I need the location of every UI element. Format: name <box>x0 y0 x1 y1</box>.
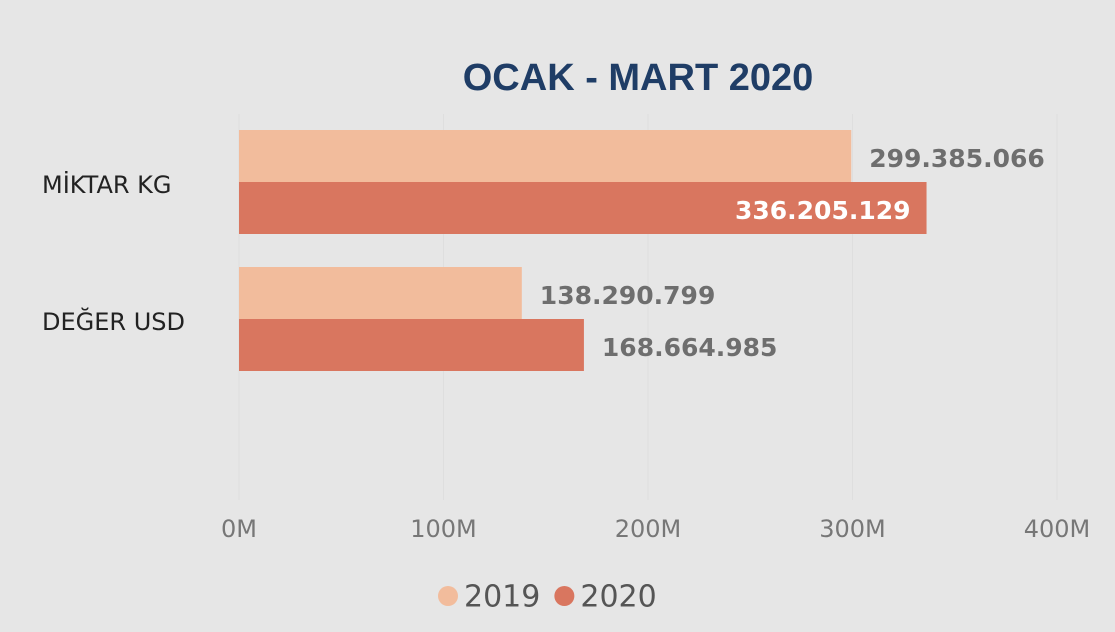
data-label: 299.385.066 <box>869 144 1045 173</box>
bar <box>239 267 522 319</box>
legend-label: 2019 <box>464 580 540 615</box>
bar <box>239 130 852 182</box>
legend-marker <box>554 586 575 606</box>
data-label: 168.664.985 <box>602 333 778 362</box>
x-tick-label: 0M <box>221 515 257 543</box>
bar <box>239 319 584 371</box>
data-label: 138.290.799 <box>540 281 716 310</box>
data-label: 336.205.129 <box>735 196 911 225</box>
x-tick-label: 400M <box>1024 515 1091 543</box>
chart-title: OCAK - MART 2020 <box>463 57 814 99</box>
x-tick-label: 200M <box>615 515 682 543</box>
legend-marker <box>438 586 458 606</box>
x-tick-label: 300M <box>819 515 886 543</box>
x-tick-label: 100M <box>410 515 477 543</box>
y-tick-label: DEĞER USD <box>42 306 185 336</box>
y-tick-label: MİKTAR KG <box>42 170 172 199</box>
legend-label: 2020 <box>580 580 656 615</box>
bar <box>239 182 927 234</box>
